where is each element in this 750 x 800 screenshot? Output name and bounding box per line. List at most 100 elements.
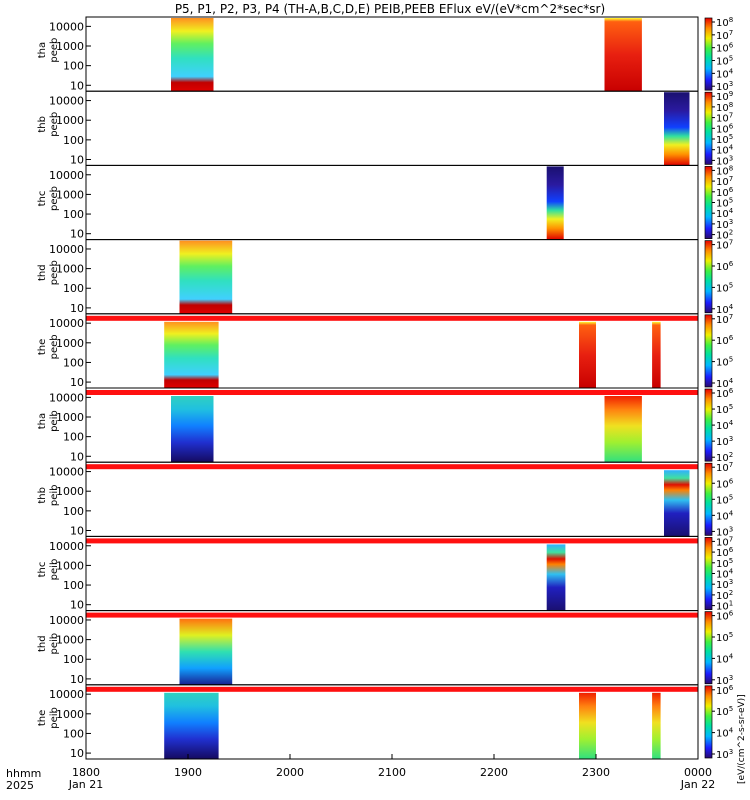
panel-species-label: peeb (49, 38, 60, 63)
y-tick-label: 10 (70, 747, 84, 760)
panel-species-label: peib (49, 484, 60, 506)
spectrogram-block-0 (546, 166, 564, 240)
colorbar-tick-label: 105 (716, 705, 733, 718)
y-tick-label: 1000 (56, 188, 84, 201)
x-tick-sublabel: Jan 21 (68, 778, 103, 791)
panel-y-label: the peib (37, 707, 60, 729)
colorbar-label: [eV/(cm^2-s-sr-eV)] (737, 694, 747, 784)
x-tick-label: 1900 (174, 766, 202, 779)
panel-species-label: peib (49, 410, 60, 432)
spacecraft-potential-band (86, 315, 698, 321)
figure-title: P5, P1, P2, P3, P4 (TH-A,B,C,D,E) PEIB,P… (175, 2, 605, 16)
spectrogram-block-0 (164, 692, 219, 759)
y-tick-label: 10000 (49, 169, 84, 182)
x-tick-label: 2000 (276, 766, 304, 779)
colorbar-tick-label: 107 (716, 239, 733, 252)
panel-y-label: thb peeb (37, 112, 60, 137)
y-tick-label: 10000 (49, 688, 84, 701)
panel-thb-peeb: thb peeb100001000100101091081071061051041… (37, 90, 734, 167)
panel-frame (85, 535, 699, 612)
colorbar-tick-label: 105 (716, 55, 733, 68)
y-tick-label: 10 (70, 228, 84, 241)
colorbar (704, 166, 713, 239)
colorbar-tick-label: 107 (716, 29, 733, 42)
spacecraft-potential-band (86, 686, 698, 692)
y-tick-label: 10 (70, 673, 84, 686)
colorbar-tick-label: 107 (716, 313, 733, 326)
panel-species-label: peib (49, 633, 60, 655)
y-tick-label: 1000 (56, 708, 84, 721)
spectrogram-block-0 (664, 470, 690, 537)
panel-species-label: peeb (49, 186, 60, 211)
panel-species-label: peeb (49, 260, 60, 285)
panel-probe-label: thd (37, 264, 48, 281)
spectrogram-block-0 (546, 544, 566, 611)
y-tick-label: 1000 (56, 114, 84, 127)
panel-frame (85, 239, 699, 315)
y-tick-label: 10000 (49, 614, 84, 627)
y-tick-label: 100 (63, 134, 84, 147)
y-tick-label: 10000 (49, 95, 84, 108)
panel-stack: tha peeb10000100010010108107106105104103t… (37, 16, 734, 761)
panel-probe-label: thc (37, 562, 48, 578)
y-tick-label: 10000 (49, 466, 84, 479)
colorbar (704, 388, 713, 462)
panel-y-label: thd peeb (37, 260, 60, 285)
panel-thc-peib: thc peib100001000100101071061051041031021… (37, 535, 734, 612)
panel-y-label: thb peib (37, 484, 60, 506)
spectrogram-block-1 (604, 396, 642, 463)
colorbar (704, 240, 713, 314)
colorbar (704, 314, 713, 388)
panel-species-label: peib (49, 559, 60, 581)
colorbar-tick-label: 106 (716, 477, 734, 490)
panel-probe-label: the (37, 710, 48, 726)
y-tick-label: 100 (63, 60, 84, 73)
panel-probe-label: thb (37, 116, 48, 133)
panel-y-label: tha peeb (37, 38, 60, 63)
y-tick-label: 100 (63, 653, 84, 666)
y-tick-label: 10 (70, 450, 84, 463)
y-tick-label: 100 (63, 505, 84, 518)
panel-species-label: peeb (49, 334, 60, 359)
colorbar-tick-label: 104 (716, 67, 734, 80)
colorbar-tick-label: 106 (716, 334, 734, 347)
panel-frame (85, 164, 699, 241)
panel-probe-label: tha (37, 413, 48, 429)
y-tick-label: 10000 (49, 20, 84, 33)
panel-probe-label: thc (37, 191, 48, 207)
x-tick-sublabel: Jan 22 (680, 778, 715, 791)
y-tick-label: 1000 (56, 559, 84, 572)
spacecraft-potential-band (86, 464, 698, 470)
colorbar-tick-label: 106 (716, 42, 734, 55)
y-tick-label: 10000 (49, 391, 84, 404)
colorbar-tick-label: 106 (716, 610, 734, 623)
panel-probe-label: tha (37, 42, 48, 58)
y-tick-label: 10000 (49, 243, 84, 256)
spectrogram-block-0 (164, 321, 219, 388)
x-tick-label: 1800 (72, 766, 100, 779)
spacecraft-potential-band (86, 612, 698, 618)
spectrogram-block-0 (171, 396, 214, 463)
panel-probe-label: the (37, 339, 48, 355)
panel-frame (85, 461, 699, 537)
panel-y-label: thc peeb (37, 186, 60, 211)
panel-probe-label: thb (37, 487, 48, 504)
y-tick-label: 10 (70, 302, 84, 315)
panel-y-label: the peeb (37, 334, 60, 359)
colorbar-tick-label: 104 (716, 727, 734, 740)
colorbar (704, 611, 713, 685)
panel-probe-label: thd (37, 635, 48, 652)
colorbar (704, 537, 713, 610)
y-tick-label: 10 (70, 153, 84, 166)
y-tick-label: 10 (70, 376, 84, 389)
colorbar-tick-label: 104 (716, 652, 734, 665)
panel-frame (85, 90, 699, 166)
